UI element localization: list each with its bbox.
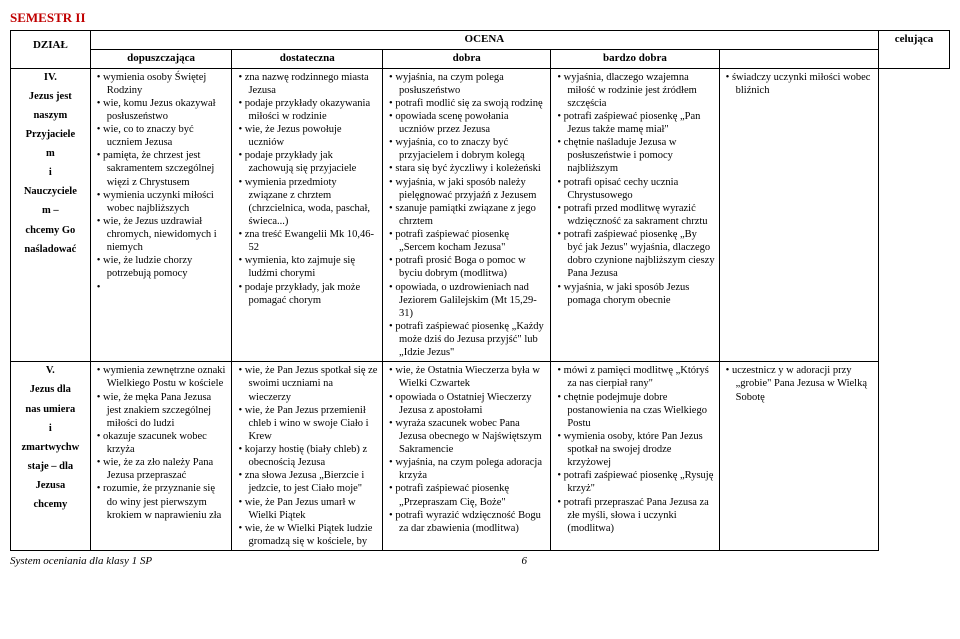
header-ocena: OCENA — [90, 31, 878, 50]
criteria-item: wyjaśnia, w jaki sposób Jezus pomaga cho… — [567, 281, 714, 307]
criteria-cell: świadczy uczynki miłości wobec bliźnich — [719, 68, 878, 362]
dzial-cell: IV.Jezus jestnaszymPrzyjacielemiNauczyci… — [11, 68, 91, 362]
criteria-item: opowiada o Ostatniej Wieczerzy Jezusa z … — [399, 391, 546, 417]
criteria-item: wyjaśnia, na czym polega adoracja krzyża — [399, 456, 546, 482]
header-col: dobra — [383, 49, 551, 68]
criteria-cell: wymienia zewnętrzne oznaki Wielkiego Pos… — [90, 362, 232, 551]
criteria-item: wie, że męka Pana Jezusa jest znakiem sz… — [107, 391, 228, 430]
semester-title: SEMESTR II — [10, 10, 950, 26]
page-number: 6 — [522, 555, 951, 567]
criteria-cell: mówi z pamięci modlitwę „Któryś za nas c… — [551, 362, 719, 551]
criteria-item: rozumie, że przyznanie się do winy jest … — [107, 482, 228, 521]
header-col: bardzo dobra — [551, 49, 719, 68]
criteria-cell: wyjaśnia, na czym polega posłuszeństwopo… — [383, 68, 551, 362]
criteria-item: pamięta, że chrzest jest sakramentem szc… — [107, 149, 228, 188]
criteria-item: wyraża szacunek wobec Pana Jezusa obecne… — [399, 417, 546, 456]
criteria-list: wymienia osoby Świętej Rodzinywie, komu … — [95, 71, 228, 294]
criteria-item: wymienia zewnętrzne oznaki Wielkiego Pos… — [107, 364, 228, 390]
criteria-item: wie, że w Wielki Piątek ludzie gromadzą … — [248, 522, 378, 548]
criteria-item: potrafi zaśpiewać piosenkę „Sercem kocha… — [399, 228, 546, 254]
criteria-item: wie, że za zło należy Pana Jezusa przepr… — [107, 456, 228, 482]
criteria-item: opowiada, o uzdrowieniach nad Jeziorem G… — [399, 281, 546, 320]
criteria-item: okazuje szacunek wobec krzyża — [107, 430, 228, 456]
criteria-item: potrafi zaśpiewać piosenkę „Każdy może d… — [399, 320, 546, 359]
criteria-item: wyjaśnia, dlaczego wzajemna miłość w rod… — [567, 71, 714, 110]
criteria-cell: wie, że Ostatnia Wieczerza była w Wielki… — [383, 362, 551, 551]
criteria-item: potrafi wyrazić wdzięczność Bogu za dar … — [399, 509, 546, 535]
criteria-list: wyjaśnia, na czym polega posłuszeństwopo… — [387, 71, 546, 360]
criteria-item: chętnie naśladuje Jezusa w posłuszeństwi… — [567, 136, 714, 175]
criteria-list: uczestnicz y w adoracji przy „grobie" Pa… — [724, 364, 874, 403]
criteria-item: wie, że Pan Jezus przemienił chleb i win… — [248, 404, 378, 443]
criteria-item: potrafi zaśpiewać piosenkę „Przepraszam … — [399, 482, 546, 508]
criteria-item: wymienia osoby, które Pan Jezus spotkał … — [567, 430, 714, 469]
criteria-item: wymienia przedmioty związane z chrztem (… — [248, 176, 378, 229]
criteria-list: wymienia zewnętrzne oznaki Wielkiego Pos… — [95, 364, 228, 522]
criteria-item: potrafi opisać cechy ucznia Chrystusoweg… — [567, 176, 714, 202]
criteria-item: wymienia uczynki miłości wobec najbliższ… — [107, 189, 228, 215]
criteria-item: wie, że Ostatnia Wieczerza była w Wielki… — [399, 364, 546, 390]
criteria-item: świadczy uczynki miłości wobec bliźnich — [736, 71, 874, 97]
criteria-item: potrafi modlić się za swoją rodzinę — [399, 97, 546, 110]
criteria-item — [107, 281, 228, 294]
criteria-item: podaje przykłady okazywania miłości w ro… — [248, 97, 378, 123]
criteria-item: wymienia, kto zajmuje się ludźmi chorymi — [248, 254, 378, 280]
criteria-item: zna treść Ewangelii Mk 10,46-52 — [248, 228, 378, 254]
criteria-item: uczestnicz y w adoracji przy „grobie" Pa… — [736, 364, 874, 403]
criteria-item: wie, że Pan Jezus spotkał się ze swoimi … — [248, 364, 378, 403]
criteria-item: potrafi przed modlitwę wyrazić wdzięczno… — [567, 202, 714, 228]
criteria-item: zna nazwę rodzinnego miasta Jezusa — [248, 71, 378, 97]
header-celujaca: celująca — [879, 31, 950, 69]
criteria-item: szanuje pamiątki związane z jego chrztem — [399, 202, 546, 228]
criteria-cell: wie, że Pan Jezus spotkał się ze swoimi … — [232, 362, 383, 551]
criteria-item: wie, że ludzie chorzy potrzebują pomocy — [107, 254, 228, 280]
criteria-cell: zna nazwę rodzinnego miasta Jezusapodaje… — [232, 68, 383, 362]
criteria-item: wyjaśnia, co to znaczy być przyjacielem … — [399, 136, 546, 162]
criteria-item: chętnie podejmuje dobre postanowienia na… — [567, 391, 714, 430]
header-dzial: DZIAŁ — [11, 31, 91, 69]
criteria-list: zna nazwę rodzinnego miasta Jezusapodaje… — [236, 71, 378, 307]
criteria-cell: uczestnicz y w adoracji przy „grobie" Pa… — [719, 362, 878, 551]
criteria-item: wyjaśnia, w jaki sposób należy pielęgnow… — [399, 176, 546, 202]
criteria-item: wie, że Jezus uzdrawiał chromych, niewid… — [107, 215, 228, 254]
criteria-list: wie, że Ostatnia Wieczerza była w Wielki… — [387, 364, 546, 535]
criteria-item: podaje przykłady jak zachowują się przyj… — [248, 149, 378, 175]
criteria-item: zna słowa Jezusa „Bierzcie i jedzcie, to… — [248, 469, 378, 495]
criteria-item: mówi z pamięci modlitwę „Któryś za nas c… — [567, 364, 714, 390]
criteria-item: potrafi prosić Boga o pomoc w byciu dobr… — [399, 254, 546, 280]
criteria-item: wymienia osoby Świętej Rodziny — [107, 71, 228, 97]
header-col: dopuszczająca — [90, 49, 232, 68]
criteria-item: wie, komu Jezus okazywał posłuszeństwo — [107, 97, 228, 123]
grading-table: DZIAŁOCENAcelująca dopuszczającadostatecz… — [10, 30, 950, 551]
criteria-list: mówi z pamięci modlitwę „Któryś za nas c… — [555, 364, 714, 535]
criteria-list: wyjaśnia, dlaczego wzajemna miłość w rod… — [555, 71, 714, 307]
criteria-item: potrafi zaśpiewać piosenkę „Pan Jezus ta… — [567, 110, 714, 136]
footer-left: System oceniania dla klasy 1 SP — [10, 555, 152, 567]
criteria-item: wyjaśnia, na czym polega posłuszeństwo — [399, 71, 546, 97]
criteria-item: potrafi zaśpiewać piosenkę „Rysuję krzyż… — [567, 469, 714, 495]
criteria-item: potrafi zaśpiewać piosenkę „By być jak J… — [567, 228, 714, 281]
criteria-cell: wyjaśnia, dlaczego wzajemna miłość w rod… — [551, 68, 719, 362]
header-col: dostateczna — [232, 49, 383, 68]
criteria-list: świadczy uczynki miłości wobec bliźnich — [724, 71, 874, 97]
criteria-item: wie, że Jezus powołuje uczniów — [248, 123, 378, 149]
criteria-item: potrafi przepraszać Pana Jezusa za złe m… — [567, 496, 714, 535]
criteria-item: stara się być życzliwy i koleżeński — [399, 162, 546, 175]
criteria-list: wie, że Pan Jezus spotkał się ze swoimi … — [236, 364, 378, 548]
page-footer: System oceniania dla klasy 1 SP 6 — [10, 555, 950, 567]
criteria-item: podaje przykłady, jak może pomagać chory… — [248, 281, 378, 307]
criteria-item: opowiada scenę powołania uczniów przez J… — [399, 110, 546, 136]
dzial-cell: V.Jezus dlanas umieraizmartwychwstaje – … — [11, 362, 91, 551]
criteria-cell: wymienia osoby Świętej Rodzinywie, komu … — [90, 68, 232, 362]
criteria-item: wie, że Pan Jezus umarł w Wielki Piątek — [248, 496, 378, 522]
criteria-item: kojarzy hostię (biały chleb) z obecności… — [248, 443, 378, 469]
criteria-item: wie, co to znaczy być uczniem Jezusa — [107, 123, 228, 149]
